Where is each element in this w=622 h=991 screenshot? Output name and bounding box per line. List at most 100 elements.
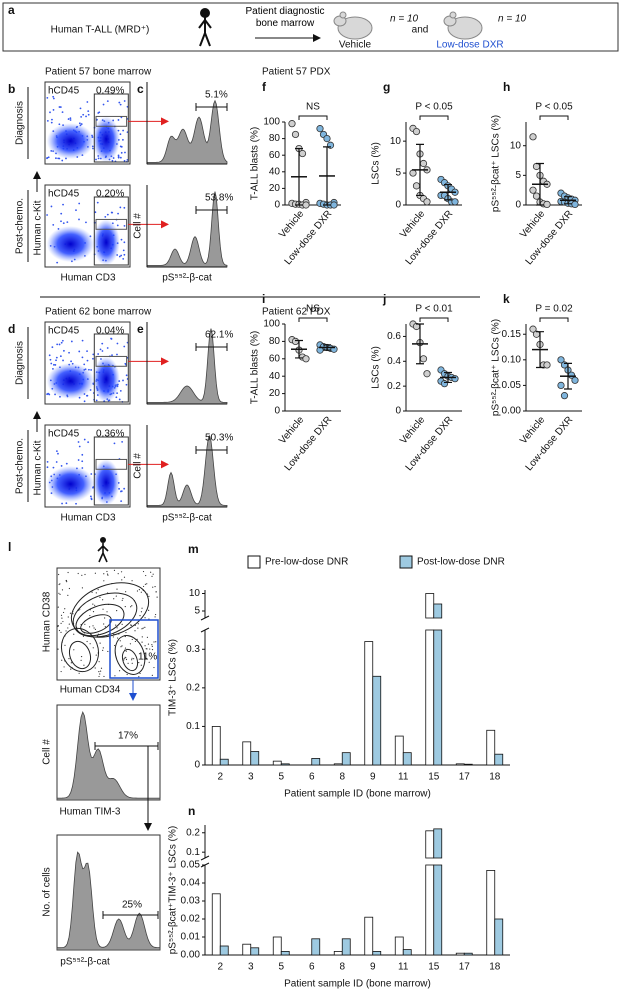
data-point (529, 186, 537, 194)
event-dot (138, 589, 140, 591)
event-dot (78, 122, 81, 125)
event-dot (85, 394, 88, 397)
data-point (298, 149, 307, 158)
row-label: Post-chemo. (15, 438, 26, 494)
event-dot (81, 460, 84, 463)
significance-bar (419, 317, 449, 322)
event-dot (138, 676, 140, 678)
event-dot (48, 354, 51, 357)
contour (72, 592, 138, 638)
x-axis-label: Patient sample ID (bone marrow) (284, 789, 431, 800)
event-dot (92, 625, 94, 627)
gate (109, 619, 159, 679)
bar (341, 938, 351, 956)
event-dot (59, 583, 61, 585)
event-dot (95, 592, 97, 594)
event-dot (54, 364, 57, 366)
event-dot (58, 343, 61, 346)
panel-letter: a (8, 3, 15, 17)
data-point (409, 169, 417, 177)
event-dot (60, 341, 63, 344)
data-point (571, 200, 579, 209)
data-point (571, 376, 579, 384)
event-dot (154, 585, 156, 588)
population (92, 356, 120, 403)
event-dot (81, 339, 84, 342)
gate (93, 436, 129, 506)
annotation: NS (306, 304, 320, 315)
contour (114, 635, 146, 675)
histogram (56, 851, 161, 951)
histogram (146, 434, 228, 508)
error-bar (416, 143, 424, 197)
event-dot (103, 580, 105, 582)
panel-letter: n (188, 804, 195, 818)
bar (242, 943, 252, 956)
y-tick-label: 0.00 (502, 406, 522, 417)
event-dot (125, 591, 127, 593)
event-dot (134, 630, 136, 632)
event-dot (125, 383, 128, 386)
bar (455, 763, 465, 766)
event-dot (67, 594, 69, 596)
event-dot (140, 591, 142, 593)
event-dot (73, 649, 75, 651)
event-dot (139, 614, 141, 617)
population (46, 122, 95, 160)
event-dot (117, 119, 120, 121)
y-axis-label: T-ALL blasts (%) (250, 127, 261, 201)
event-dot (52, 97, 55, 100)
event-dot (117, 154, 120, 157)
event-dot (125, 374, 128, 377)
event-dot (120, 151, 123, 154)
mouse-icon (333, 11, 373, 40)
event-dot (92, 357, 94, 360)
event-dot (99, 673, 101, 675)
x-tick-label: 6 (309, 772, 315, 783)
event-dot (56, 343, 59, 346)
event-dot (92, 147, 94, 150)
bar (455, 952, 465, 956)
event-dot (82, 113, 85, 116)
data-point (288, 120, 296, 128)
contour (80, 614, 112, 634)
legend-swatch (247, 555, 261, 569)
event-dot (123, 253, 126, 256)
y-tick-label: 0 (274, 406, 280, 417)
event-dot (55, 450, 58, 453)
event-dot (121, 623, 123, 625)
event-dot (123, 241, 126, 244)
event-dot (61, 659, 63, 661)
axis-label: Human CD38 (42, 591, 53, 652)
gate-percent: 0.20% (96, 189, 124, 200)
y-axis-label: pS⁵⁵²-βcat⁺TIM-3⁺ LSCs (%) (168, 826, 179, 955)
event-dot (117, 212, 119, 215)
event-dot (154, 616, 156, 618)
data-point (412, 127, 421, 136)
y-tick-label: 0.05 (502, 380, 522, 391)
event-dot (58, 629, 61, 632)
event-dot (46, 466, 49, 469)
event-dot (46, 214, 49, 216)
hist-percent: 53.8% (205, 193, 233, 204)
bar (250, 751, 260, 766)
gate (93, 196, 129, 266)
event-dot (52, 109, 55, 111)
bar (463, 952, 473, 956)
event-dot (90, 497, 93, 500)
event-dot (146, 657, 148, 660)
hist-percent: 25% (122, 900, 142, 911)
panel-letter: f (262, 80, 267, 94)
event-dot (107, 574, 109, 576)
event-dot (104, 617, 106, 619)
event-dot (81, 574, 83, 576)
event-dot (46, 157, 49, 159)
gate (93, 333, 129, 403)
gate-name: hCD45 (48, 189, 80, 200)
event-dot (58, 123, 61, 126)
population (92, 459, 120, 506)
event-dot (146, 583, 148, 585)
event-dot (140, 664, 142, 666)
event-dot (151, 674, 153, 676)
x-tick-label: 11 (398, 962, 409, 973)
